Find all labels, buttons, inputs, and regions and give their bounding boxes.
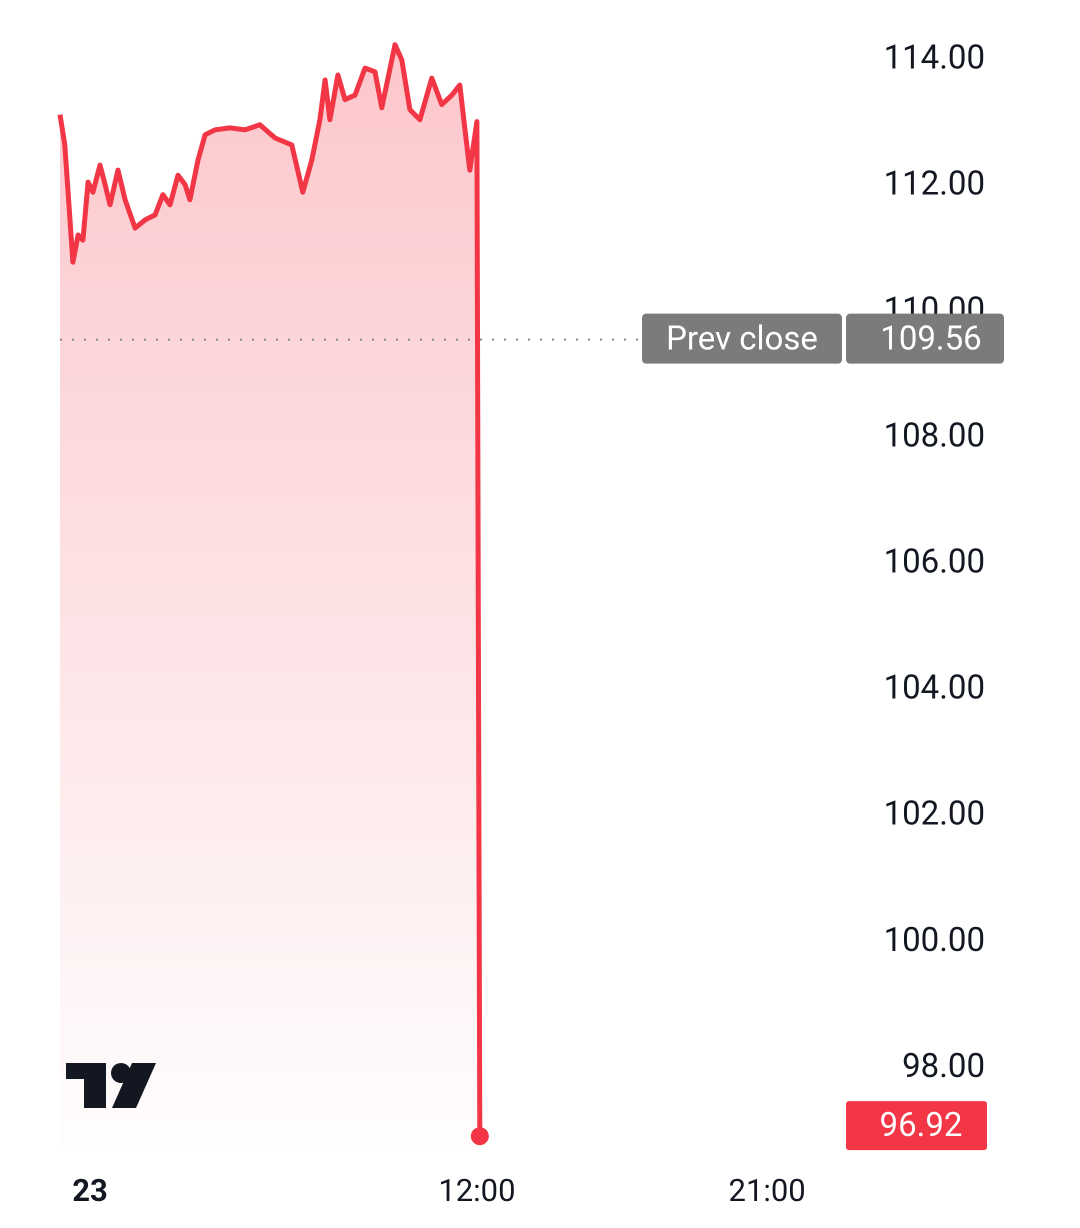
last-point — [470, 1127, 489, 1146]
x-tick-label: 12:00 — [438, 1172, 515, 1209]
y-tick-label: 104.00 — [884, 669, 985, 708]
y-tick-label: 100.00 — [884, 921, 985, 960]
prev-close-value-badge — [846, 313, 1004, 364]
logo — [66, 1063, 156, 1108]
prev-close-value: 109.56 — [880, 319, 981, 358]
last-price-badge — [846, 1101, 987, 1151]
area-fill — [60, 44, 480, 1151]
x-tick-label: 21:00 — [729, 1172, 806, 1209]
y-tick-label: 106.00 — [884, 543, 985, 582]
y-tick-label: 102.00 — [884, 795, 985, 834]
prev-close-label: Prev close — [666, 319, 818, 358]
prev-close-badge — [642, 313, 842, 364]
y-tick-label: 108.00 — [884, 417, 985, 456]
y-tick-label: 98.00 — [902, 1047, 985, 1086]
price-line — [57, 42, 483, 1137]
y-tick-label: 114.00 — [884, 39, 985, 78]
y-tick-label: 112.00 — [884, 165, 985, 204]
last-price-label: 96.92 — [880, 1106, 963, 1145]
x-tick-label: 23 — [72, 1172, 108, 1209]
